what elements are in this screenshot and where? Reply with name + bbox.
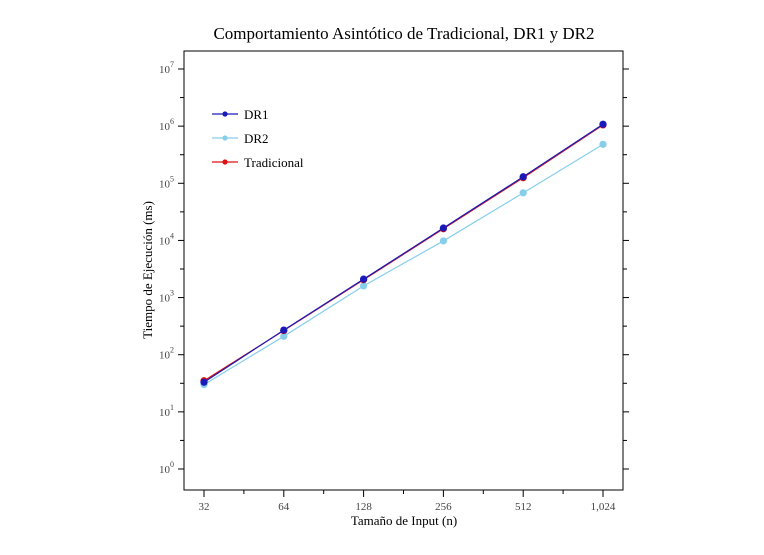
data-point-dr2 (599, 140, 607, 148)
x-axis-label: Tamaño de Input (n) (351, 513, 457, 528)
series-line-dr2 (203, 143, 604, 386)
x-tick-label: 1,024 (591, 501, 616, 513)
x-tick-label: 64 (278, 501, 290, 513)
y-tick-label: 106 (159, 117, 174, 133)
series-line-dr1 (203, 123, 604, 383)
legend-marker-tradicional (222, 159, 228, 165)
data-point-dr1 (200, 378, 208, 386)
series-dr2 (200, 140, 607, 389)
data-point-dr1 (519, 173, 527, 181)
data-point-dr2 (439, 237, 447, 245)
chart-title: Comportamiento Asintótico de Tradicional… (213, 24, 594, 43)
y-tick-label: 102 (159, 346, 174, 362)
y-tick-label: 105 (159, 174, 174, 190)
data-point-dr2 (360, 282, 368, 290)
legend-label-dr2: DR2 (244, 131, 269, 146)
data-point-dr2 (280, 332, 288, 340)
x-tick-label: 512 (515, 501, 532, 513)
x-tick-label: 128 (355, 501, 372, 513)
ticks-layer: 32 64 128 256 512 1,024 100 101 102 103 104 105 106 1… (159, 60, 629, 513)
legend-label-tradicional: Tradicional (244, 155, 304, 170)
legend-marker-dr2 (222, 135, 228, 141)
x-tick-label: 32 (199, 501, 210, 513)
y-tick-label: 104 (159, 231, 174, 247)
legend: DR1 DR2 Tradicional (212, 107, 304, 170)
legend-label-dr1: DR1 (244, 107, 269, 122)
y-tick-label: 100 (159, 460, 174, 476)
y-axis-label: Tiempo de Ejecución (ms) (140, 201, 155, 339)
y-tick-label: 107 (159, 60, 174, 76)
y-tick-label: 101 (159, 403, 174, 419)
series-layer (200, 120, 607, 389)
data-point-dr2 (519, 189, 527, 197)
data-point-dr1 (280, 326, 288, 334)
y-tick-label: 103 (159, 289, 174, 305)
series-dr1 (200, 120, 607, 386)
data-point-dr1 (599, 120, 607, 128)
data-point-dr1 (360, 275, 368, 283)
x-tick-label: 256 (435, 501, 452, 513)
legend-marker-dr1 (222, 111, 228, 117)
data-point-dr1 (439, 224, 447, 232)
